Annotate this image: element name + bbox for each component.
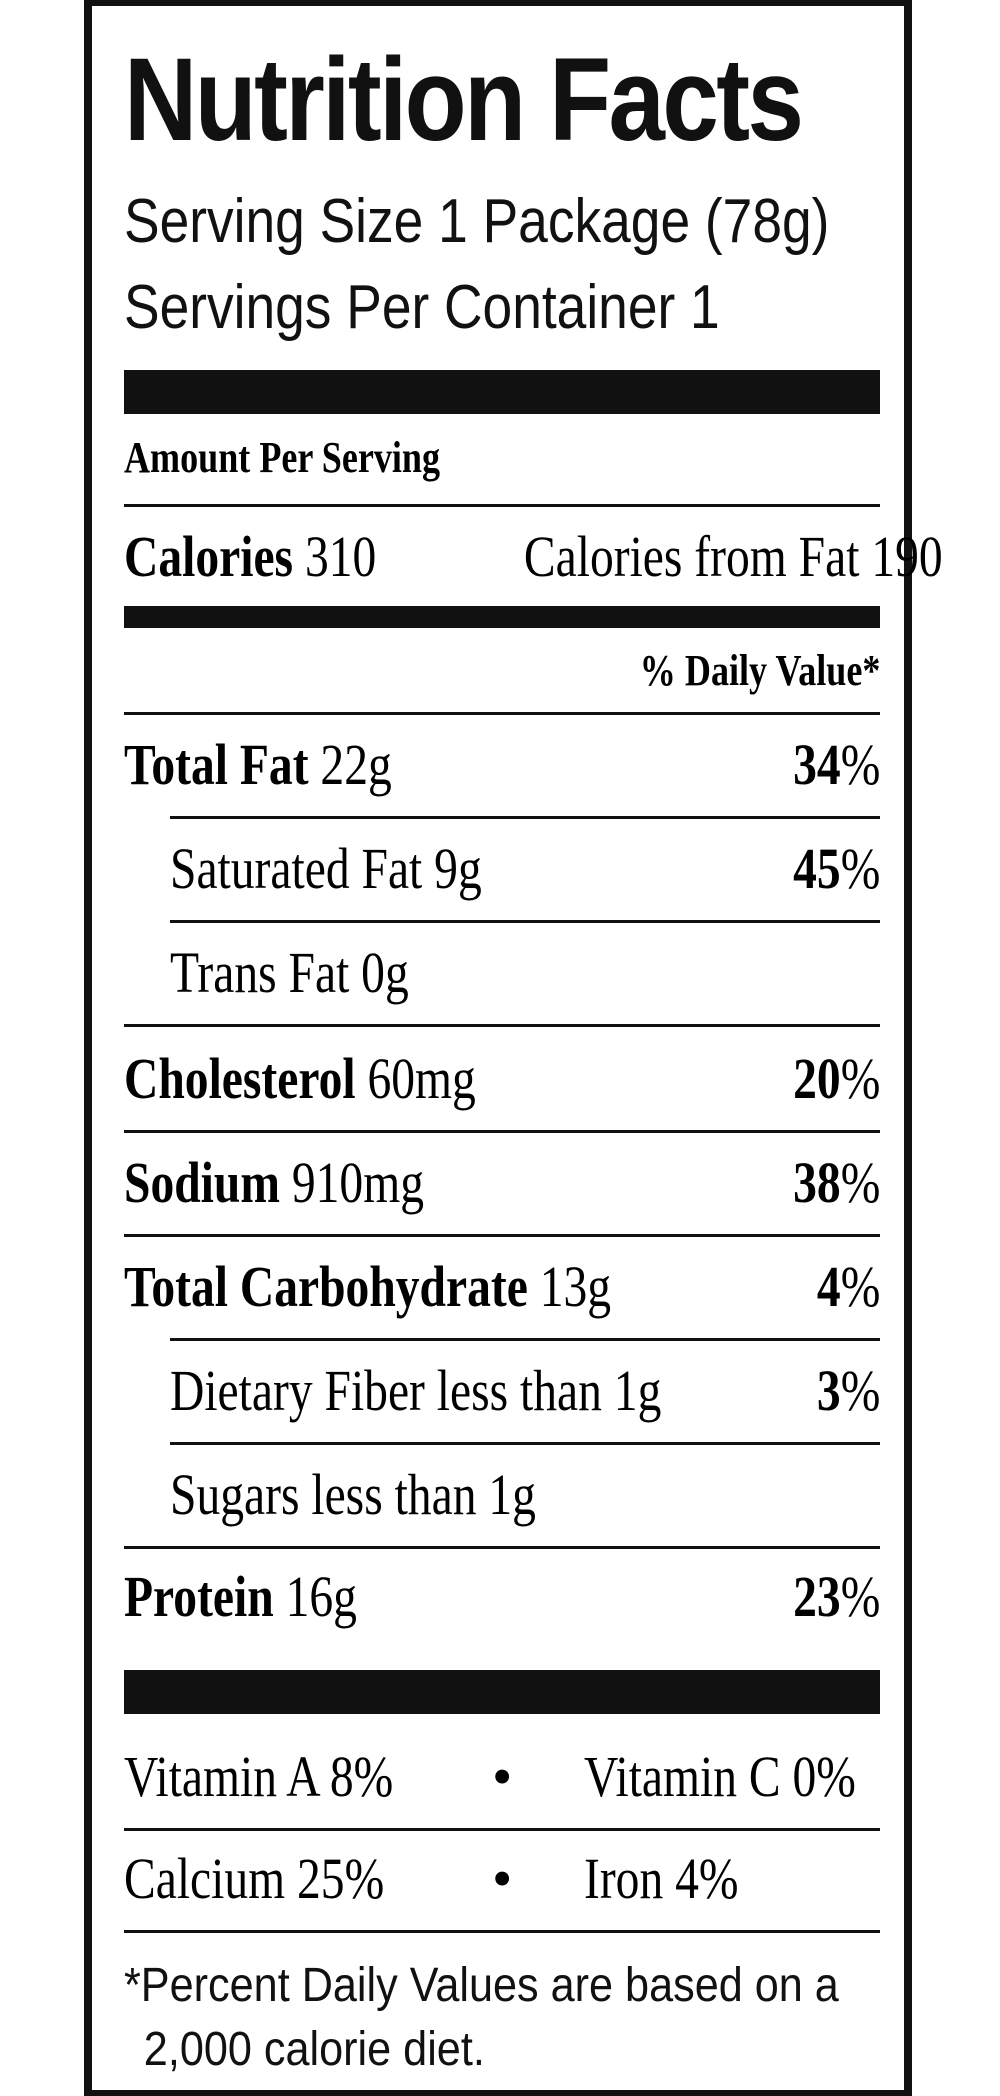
vitamin-left: Vitamin A 8% [124, 1743, 394, 1809]
nutrient-daily-value: 20% [793, 1045, 880, 1112]
calories-from-fat-label: Calories from Fat [523, 523, 860, 589]
nutrient-daily-value: 4% [817, 1253, 880, 1320]
nutrient-label: Dietary Fiber less than 1g [170, 1357, 661, 1424]
nutrient-label: Cholesterol 60mg [124, 1045, 476, 1112]
nutrient-label: Sugars less than 1g [170, 1461, 536, 1528]
nutrient-name: Trans Fat [170, 939, 350, 1005]
percent-sign: % [840, 1149, 880, 1215]
nutrient-name: Total Carbohydrate [124, 1253, 528, 1319]
percent-sign: % [840, 1253, 880, 1319]
nutrient-daily-value: 38% [793, 1149, 880, 1216]
calories-value: 310 [304, 523, 377, 589]
nutrient-label: Total Fat 22g [124, 731, 392, 798]
vitamin-left: Calcium 25% [124, 1845, 385, 1911]
nutrient-row: Dietary Fiber less than 1g 3% [170, 1340, 880, 1440]
divider [170, 1442, 880, 1445]
vitamin-row: Vitamin A 8% • Vitamin C 0% [124, 1726, 880, 1826]
divider [124, 712, 880, 715]
divider [124, 1546, 880, 1549]
percent-sign: % [840, 1357, 880, 1423]
calories-from-fat-value: 190 [870, 523, 943, 589]
calories-label: Calories [124, 523, 294, 589]
calories-from-fat: Calories from Fat 190 [524, 523, 943, 590]
percent-sign: % [840, 835, 880, 901]
calories-left: Calories 310 [124, 523, 376, 590]
divider [124, 1024, 880, 1027]
divider [124, 1234, 880, 1237]
percent-sign: % [840, 731, 880, 797]
divider [170, 920, 880, 923]
divider [124, 1930, 880, 1933]
nutrient-name: Sugars [170, 1461, 300, 1527]
footnote-line-2: 2,000 calorie diet. [143, 2023, 485, 2076]
divider [124, 504, 880, 507]
footnote-line-1: *Percent Daily Values are based on a [124, 1959, 839, 2012]
thick-divider-top [124, 370, 880, 414]
thick-divider-calories [124, 606, 880, 628]
nutrient-amount: 22g [320, 731, 392, 797]
bullet: • [492, 1845, 513, 1911]
daily-value-number: 34 [792, 731, 841, 797]
nutrient-label: Saturated Fat 9g [170, 835, 482, 902]
nutrient-amount: 60mg [367, 1045, 476, 1111]
vitamin-right: Iron 4% [584, 1845, 739, 1911]
nutrient-daily-value: 23% [793, 1563, 880, 1630]
nutrient-daily-value: 45% [793, 835, 880, 902]
nutrient-amount: less than 1g [436, 1357, 662, 1423]
nutrient-name: Saturated Fat [170, 835, 423, 901]
divider [170, 816, 880, 819]
nutrition-label: Nutrition Facts Serving Size 1 Package (… [84, 0, 942, 2096]
nutrient-amount: 910mg [291, 1149, 424, 1215]
nutrient-label: Total Carbohydrate 13g [124, 1253, 611, 1320]
vitamin-right: Vitamin C 0% [584, 1743, 856, 1809]
percent-sign: % [840, 1045, 880, 1111]
nutrient-name: Total Fat [124, 731, 309, 797]
divider [124, 1130, 880, 1133]
nutrient-name: Cholesterol [124, 1045, 356, 1111]
amount-per-serving-label: Amount Per Serving [124, 432, 441, 482]
servings-per-container: Servings Per Container 1 [124, 273, 720, 342]
nutrient-row: Sodium 910mg 38% [124, 1132, 880, 1232]
percent-sign: % [840, 1563, 880, 1629]
nutrient-row: Total Carbohydrate 13g 4% [124, 1236, 880, 1336]
nutrient-row: Trans Fat 0g [170, 922, 880, 1022]
nutrient-row: Cholesterol 60mg 20% [124, 1028, 880, 1128]
bullet: • [492, 1743, 513, 1809]
nutrient-daily-value: 34% [793, 731, 880, 798]
nutrient-amount: 16g [285, 1563, 357, 1629]
daily-value-number: 3 [816, 1357, 841, 1423]
nutrient-row: Sugars less than 1g [170, 1444, 880, 1544]
daily-value-header: % Daily Value* [639, 645, 880, 695]
nutrient-amount: 13g [539, 1253, 612, 1319]
nutrient-label: Sodium 910mg [124, 1149, 424, 1216]
nutrient-label: Trans Fat 0g [170, 939, 409, 1006]
serving-size: Serving Size 1 Package (78g) [124, 187, 830, 256]
calories-row: Calories 310 Calories from Fat 190 [124, 506, 942, 606]
daily-value-number: 23 [792, 1563, 841, 1629]
nutrient-row: Total Fat 22g 34% [124, 714, 880, 814]
nutrient-name: Sodium [124, 1149, 280, 1215]
nutrient-name: Protein [124, 1563, 274, 1629]
nutrient-amount: less than 1g [311, 1461, 536, 1527]
daily-value-number: 4 [816, 1253, 841, 1319]
vitamin-row: Calcium 25% • Iron 4% [124, 1828, 880, 1928]
daily-value-number: 38 [792, 1149, 841, 1215]
divider [170, 1338, 880, 1341]
nutrient-label: Protein 16g [124, 1563, 357, 1630]
nutrient-daily-value: 3% [817, 1357, 880, 1424]
nutrient-name: Dietary Fiber [170, 1357, 425, 1423]
divider [124, 1828, 880, 1831]
amount-per-serving-row: Amount Per Serving [124, 412, 880, 502]
nutrient-amount: 9g [434, 835, 482, 901]
nutrient-row: Saturated Fat 9g 45% [170, 818, 880, 918]
nutrient-row: Protein 16g 23% [124, 1546, 880, 1646]
thick-divider-bottom [124, 1670, 880, 1714]
daily-value-number: 45 [792, 835, 841, 901]
nutrient-amount: 0g [361, 939, 409, 1005]
daily-value-header-row: % Daily Value* [124, 628, 880, 712]
label-title: Nutrition Facts [124, 34, 804, 166]
label-inner: Nutrition Facts Serving Size 1 Package (… [124, 6, 942, 2090]
footnote: *Percent Daily Values are based on a 2,0… [124, 1954, 880, 2082]
daily-value-number: 20 [792, 1045, 841, 1111]
